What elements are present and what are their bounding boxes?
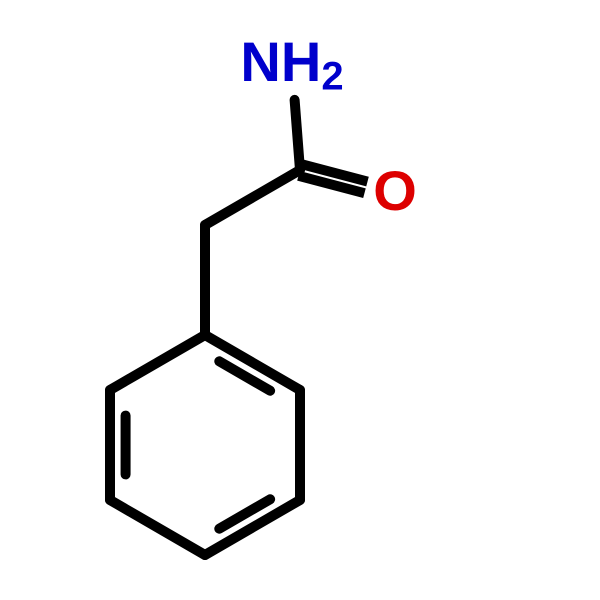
bond bbox=[205, 170, 300, 225]
nitrogen-label: NH2 bbox=[240, 30, 343, 98]
bond bbox=[295, 100, 300, 170]
bonds-layer bbox=[110, 100, 368, 555]
oxygen-label: O bbox=[373, 159, 417, 222]
chemical-structure-diagram: NH2 O bbox=[0, 0, 600, 600]
bond bbox=[110, 335, 205, 390]
bond bbox=[110, 500, 205, 555]
